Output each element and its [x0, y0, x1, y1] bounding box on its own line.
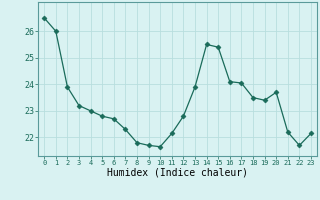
X-axis label: Humidex (Indice chaleur): Humidex (Indice chaleur) [107, 168, 248, 178]
